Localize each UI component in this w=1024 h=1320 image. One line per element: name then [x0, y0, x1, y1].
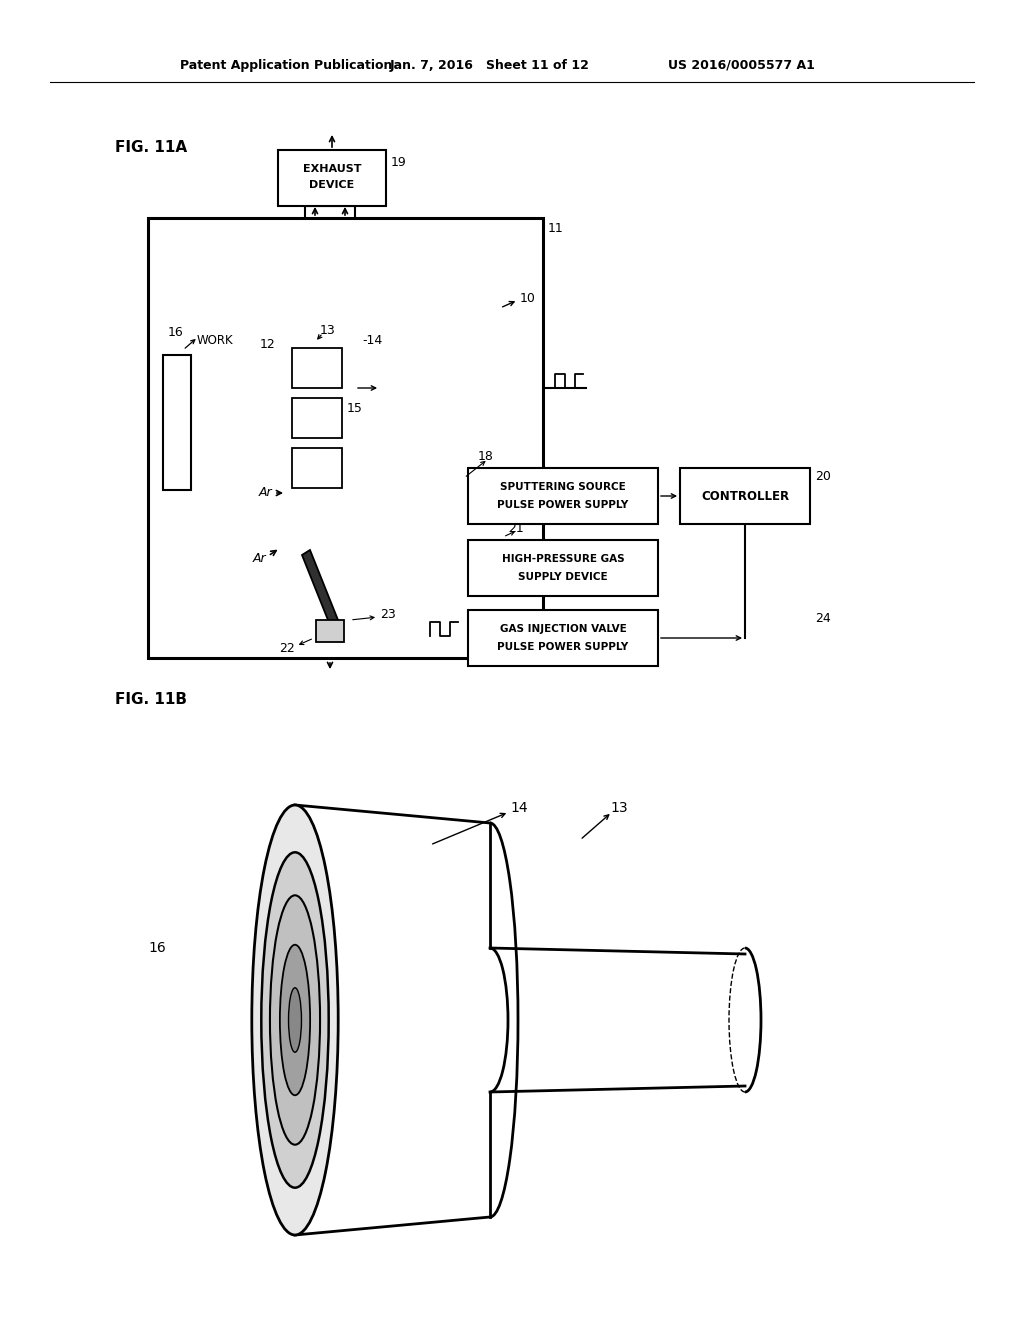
Text: 13: 13	[319, 323, 336, 337]
Text: 24: 24	[815, 611, 830, 624]
Ellipse shape	[261, 853, 329, 1188]
Bar	[316, 620, 344, 642]
Polygon shape	[302, 550, 340, 630]
Text: HIGH-PRESSURE GAS: HIGH-PRESSURE GAS	[502, 554, 625, 564]
Text: PULSE POWER SUPPLY: PULSE POWER SUPPLY	[498, 642, 629, 652]
Bar	[468, 540, 658, 597]
Bar	[278, 150, 386, 206]
Ellipse shape	[280, 945, 310, 1096]
Bar	[680, 469, 810, 524]
Text: FIG. 11A: FIG. 11A	[115, 140, 187, 156]
Text: WORK: WORK	[197, 334, 233, 346]
Text: 19: 19	[391, 156, 407, 169]
Bar	[468, 469, 658, 524]
Text: 15: 15	[347, 401, 362, 414]
Text: 13: 13	[610, 801, 628, 814]
Ellipse shape	[289, 987, 301, 1052]
Ellipse shape	[270, 895, 321, 1144]
Text: 14: 14	[510, 801, 527, 814]
Text: -14: -14	[362, 334, 382, 346]
Bar	[292, 348, 342, 388]
Text: US 2016/0005577 A1: US 2016/0005577 A1	[668, 58, 815, 71]
Bar	[292, 447, 342, 488]
Text: 10: 10	[520, 292, 536, 305]
Text: 16: 16	[148, 941, 166, 954]
Text: Jan. 7, 2016   Sheet 11 of 12: Jan. 7, 2016 Sheet 11 of 12	[390, 58, 590, 71]
Text: EXHAUST: EXHAUST	[303, 164, 361, 174]
Text: Ar: Ar	[258, 487, 272, 499]
Ellipse shape	[252, 805, 338, 1236]
Text: 20: 20	[815, 470, 830, 483]
Text: 12: 12	[260, 338, 275, 351]
Text: PULSE POWER SUPPLY: PULSE POWER SUPPLY	[498, 500, 629, 510]
Text: FIG. 11B: FIG. 11B	[115, 693, 187, 708]
Text: 23: 23	[380, 609, 395, 622]
Text: SPUTTERING SOURCE: SPUTTERING SOURCE	[500, 482, 626, 492]
Text: SUPPLY DEVICE: SUPPLY DEVICE	[518, 572, 608, 582]
Bar	[148, 218, 543, 657]
Bar	[292, 399, 342, 438]
Text: Ar: Ar	[252, 552, 266, 565]
Text: Patent Application Publication: Patent Application Publication	[180, 58, 392, 71]
Text: 16: 16	[168, 326, 183, 338]
Bar	[163, 355, 191, 490]
Text: 22: 22	[280, 642, 295, 655]
Text: CONTROLLER: CONTROLLER	[701, 490, 790, 503]
Bar	[468, 610, 658, 667]
Text: 18: 18	[478, 450, 494, 462]
Text: 21: 21	[508, 521, 523, 535]
Text: DEVICE: DEVICE	[309, 180, 354, 190]
Text: GAS INJECTION VALVE: GAS INJECTION VALVE	[500, 624, 627, 634]
Text: 11: 11	[548, 222, 564, 235]
